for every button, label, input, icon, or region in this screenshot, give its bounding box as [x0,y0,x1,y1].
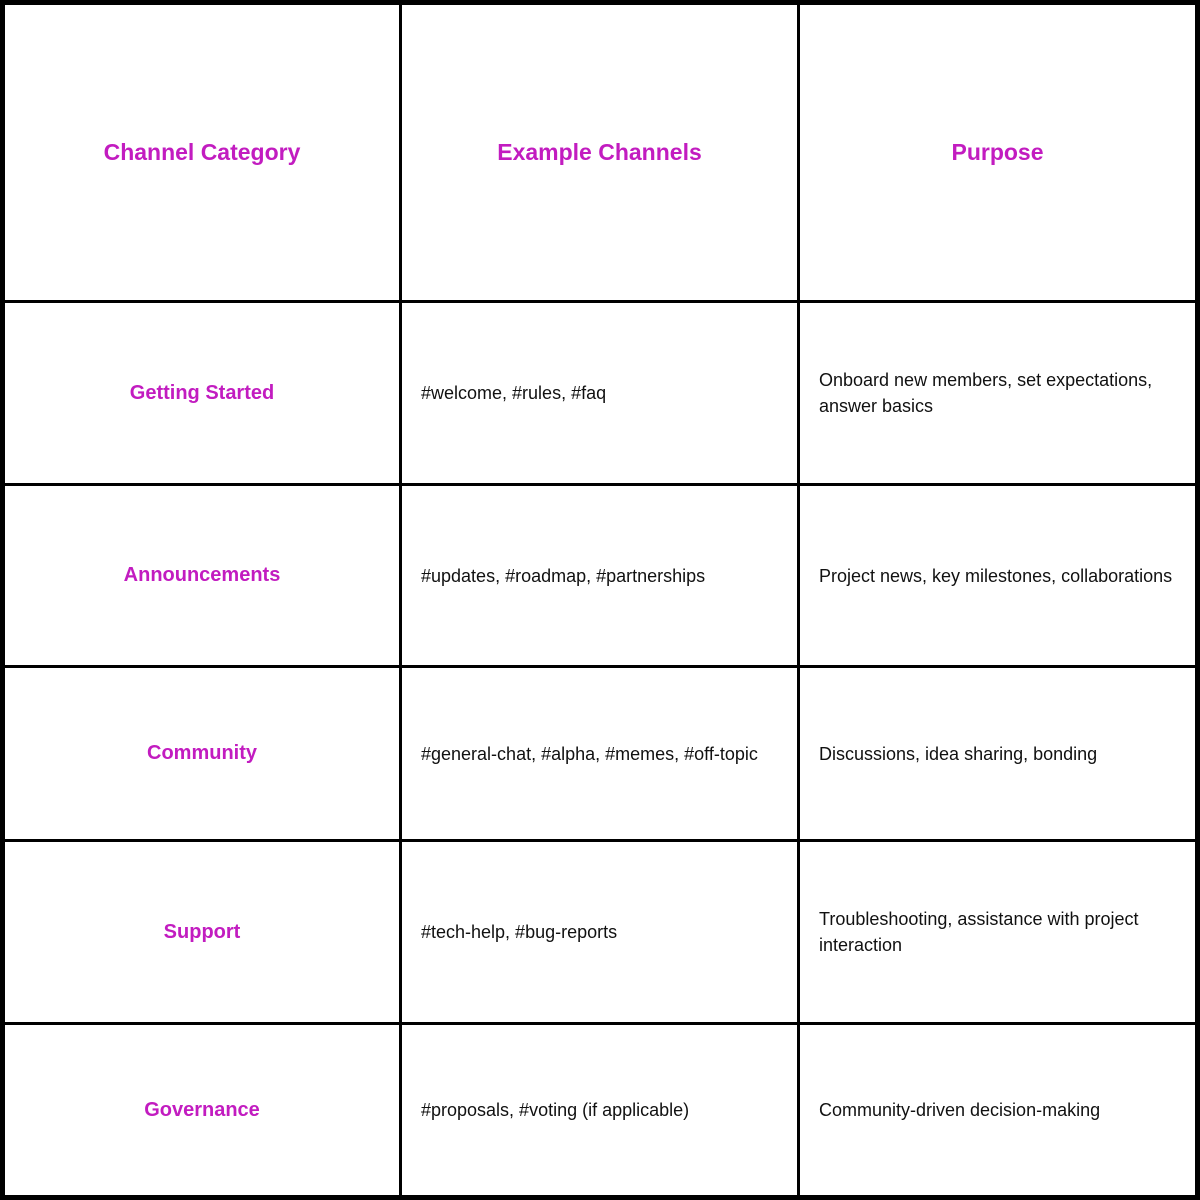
header-channels: Example Channels [402,5,797,300]
row-purpose: Onboard new members, set expectations, a… [800,303,1195,483]
row-purpose: Project news, key milestones, collaborat… [800,486,1195,665]
row-purpose: Community-driven decision-making [800,1025,1195,1195]
row-channels: #general-chat, #alpha, #memes, #off-topi… [402,668,797,839]
row-category: Community [5,668,399,839]
row-channels: #proposals, #voting (if applicable) [402,1025,797,1195]
row-channels: #updates, #roadmap, #partnerships [402,486,797,665]
row-category: Support [5,842,399,1022]
header-category: Channel Category [5,5,399,300]
row-channels: #tech-help, #bug-reports [402,842,797,1022]
row-category: Announcements [5,486,399,665]
row-category: Governance [5,1025,399,1195]
row-purpose: Discussions, idea sharing, bonding [800,668,1195,839]
row-purpose: Troubleshooting, assistance with project… [800,842,1195,1022]
header-purpose: Purpose [800,5,1195,300]
row-channels: #welcome, #rules, #faq [402,303,797,483]
row-category: Getting Started [5,303,399,483]
